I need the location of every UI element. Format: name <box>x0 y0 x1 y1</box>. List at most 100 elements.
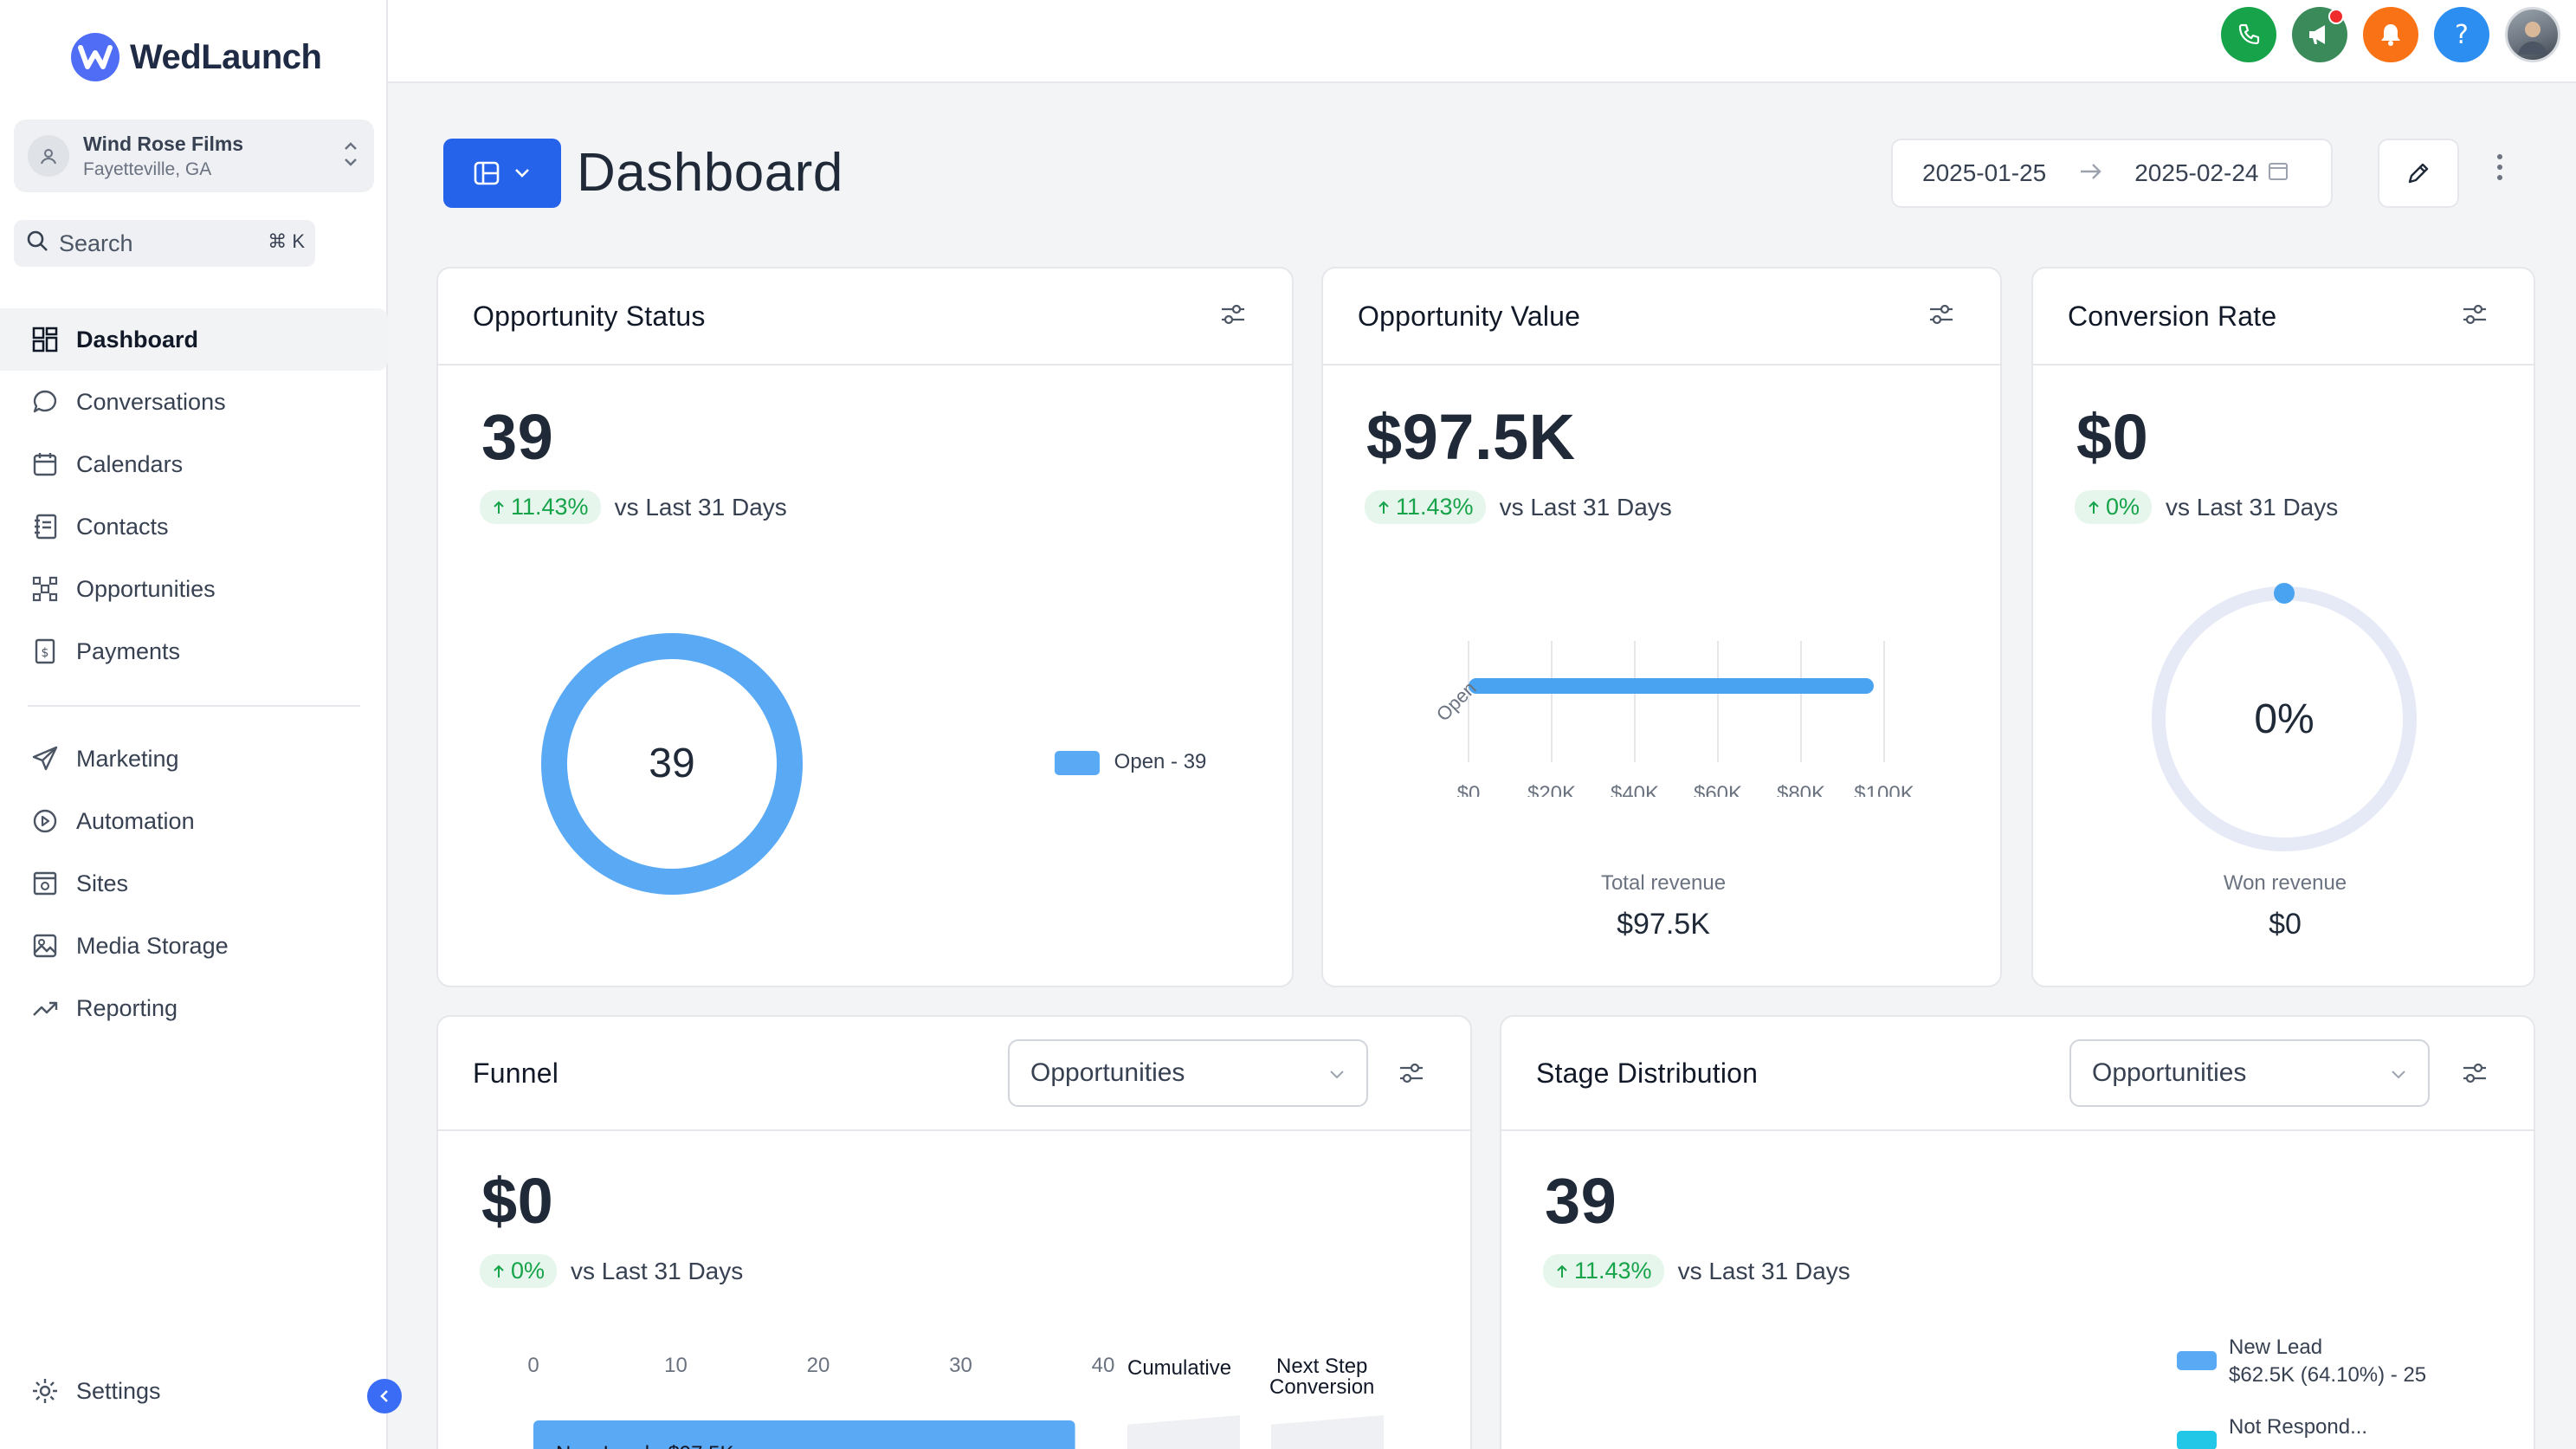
filter-sliders-icon[interactable] <box>2461 303 2489 330</box>
sidebar-item-label: Opportunities <box>76 575 216 602</box>
gear-icon <box>28 1374 62 1408</box>
collapse-sidebar-button[interactable] <box>367 1379 402 1413</box>
sidebar: WedLaunch Wind Rose Films Fayetteville, … <box>0 0 388 1449</box>
sidebar-item-dashboard[interactable]: Dashboard <box>0 308 388 371</box>
sidebar-item-contacts[interactable]: Contacts <box>0 495 388 558</box>
total-revenue-label: Total revenue <box>1600 871 1727 895</box>
payments-icon: $ <box>28 634 62 669</box>
grid-icon <box>28 322 62 357</box>
more-options-icon[interactable] <box>2494 152 2506 182</box>
sidebar-item-reporting[interactable]: Reporting <box>0 977 388 1039</box>
sidebar-item-label: Payments <box>76 637 181 664</box>
sidebar-item-calendars[interactable]: Calendars <box>0 433 388 495</box>
delta-value: 11.43% <box>1574 1258 1652 1284</box>
phone-button[interactable] <box>2221 7 2276 62</box>
x-tick-label: $40K <box>1611 782 1659 797</box>
funnel-bar-label: New Lead - $97.5K <box>556 1442 733 1449</box>
arrow-up-icon <box>2089 501 2099 514</box>
next-step-line-1: Next Step <box>1276 1355 1368 1378</box>
date-range-picker[interactable]: 2025-01-25 2025-02-24 <box>1891 139 2333 208</box>
sidebar-item-automation[interactable]: Automation <box>0 790 388 852</box>
date-start[interactable]: 2025-01-25 <box>1922 159 2047 186</box>
contacts-icon <box>28 509 62 544</box>
opportunities-icon <box>28 572 62 606</box>
card-title: Opportunity Status <box>473 300 706 332</box>
filter-sliders-icon[interactable] <box>1219 303 1247 330</box>
chevron-down-icon <box>2388 1062 2409 1091</box>
delta-row: 11.43% vs Last 31 Days <box>1543 1254 1850 1288</box>
x-tick-label: $20K <box>1527 782 1576 797</box>
legend-swatch <box>2177 1351 2217 1370</box>
donut-slice-open[interactable] <box>541 633 803 895</box>
delta-row: 11.43% vs Last 31 Days <box>1365 490 1672 524</box>
delta-badge: 0% <box>2075 490 2153 524</box>
search-shortcut: ⌘ K <box>268 230 305 252</box>
conversion-rate-card: Conversion Rate $0 0% vs Last 31 Days 0%… <box>2031 267 2535 987</box>
funnel-bar-new-lead[interactable] <box>533 1420 1075 1449</box>
sidebar-item-marketing[interactable]: Marketing <box>0 728 388 790</box>
won-revenue-label: Won revenue <box>2223 871 2347 895</box>
sidebar-item-settings[interactable]: Settings <box>28 1374 161 1408</box>
card-title: Stage Distribution <box>1536 1057 1759 1089</box>
bar-open[interactable] <box>1469 678 1874 694</box>
top-icons: ? <box>2221 7 2560 62</box>
edit-dashboard-button[interactable] <box>2378 139 2459 208</box>
delta-badge: 11.43% <box>1365 490 1486 524</box>
nav-divider <box>28 705 360 707</box>
filter-sliders-icon[interactable] <box>1927 303 1955 330</box>
dashboard-switcher-button[interactable] <box>443 139 561 208</box>
stage-type-select[interactable]: Opportunities <box>2069 1039 2430 1107</box>
x-tick-label: $80K <box>1777 782 1825 797</box>
sidebar-item-label: Dashboard <box>76 326 199 353</box>
card-title: Conversion Rate <box>2068 300 2277 332</box>
pencil-icon <box>2408 163 2429 184</box>
funnel-type-select[interactable]: Opportunities <box>1008 1039 1368 1107</box>
help-button[interactable]: ? <box>2434 7 2489 62</box>
chat-icon <box>28 385 62 419</box>
date-end[interactable]: 2025-02-24 <box>2134 159 2259 186</box>
x-tick-label: $60K <box>1694 782 1742 797</box>
next-step-line-2: Conversion <box>1269 1375 1375 1399</box>
select-value: Opportunities <box>2092 1058 2247 1087</box>
sidebar-item-media-storage[interactable]: Media Storage <box>0 915 388 977</box>
filter-sliders-icon[interactable] <box>2461 1062 2489 1089</box>
delta-value: 0% <box>511 1258 546 1284</box>
sidebar-item-sites[interactable]: Sites <box>0 852 388 915</box>
announcements-button[interactable] <box>2292 7 2347 62</box>
user-avatar[interactable] <box>2505 7 2560 62</box>
opportunity-status-card: Opportunity Status 39 11.43% vs Last 31 … <box>436 267 1294 987</box>
legend-label: Not Respond... <box>2229 1415 2368 1439</box>
arrow-right-icon <box>2079 159 2103 187</box>
stage-legend-item-new-lead[interactable]: New Lead $62.5K (64.10%) - 25 <box>2177 1334 2426 1389</box>
account-switcher[interactable]: Wind Rose Films Fayetteville, GA <box>14 120 374 192</box>
card-title: Funnel <box>473 1057 559 1089</box>
notifications-button[interactable] <box>2363 7 2418 62</box>
app-logo[interactable]: WedLaunch <box>71 33 322 81</box>
donut-legend-item[interactable]: Open - 39 <box>1055 750 1206 775</box>
card-header: Opportunity Value <box>1323 268 2000 365</box>
chevron-left-icon <box>380 1390 388 1402</box>
phone-icon <box>2238 23 2260 45</box>
sidebar-item-opportunities[interactable]: Opportunities <box>0 558 388 620</box>
stage-legend-item-not-responding[interactable]: Not Respond... <box>2177 1413 2368 1449</box>
select-value: Opportunities <box>1030 1058 1185 1087</box>
search-button[interactable]: Search ⌘ K <box>14 220 315 267</box>
delta-value: 0% <box>2106 494 2140 520</box>
arrow-up-icon <box>1557 1265 1567 1278</box>
account-icon <box>28 135 69 177</box>
arrow-up-icon <box>1378 501 1389 514</box>
chevron-up-down-icon <box>343 137 358 175</box>
sidebar-item-payments[interactable]: $ Payments <box>0 620 388 682</box>
sidebar-item-conversations[interactable]: Conversations <box>0 371 388 433</box>
sites-icon <box>28 866 62 901</box>
compare-label: vs Last 31 Days <box>2166 493 2339 521</box>
search-label: Search <box>59 230 133 256</box>
legend-swatch <box>1055 750 1100 775</box>
cumulative-column-header: Cumulative <box>1127 1356 1232 1380</box>
delta-row: 11.43% vs Last 31 Days <box>480 490 787 524</box>
metric-value: $0 <box>481 1165 554 1237</box>
filter-sliders-icon[interactable] <box>1398 1062 1425 1089</box>
legend-detail: $62.5K (64.10%) - 25 <box>2229 1363 2427 1387</box>
trend-icon <box>28 991 62 1025</box>
